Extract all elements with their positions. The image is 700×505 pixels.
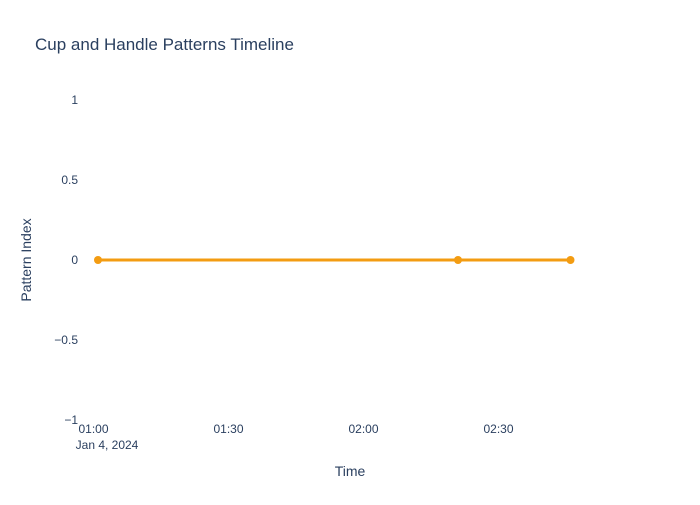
y-tick-label: −0.5 bbox=[54, 333, 78, 347]
x-tick-label: 02:30 bbox=[483, 422, 513, 436]
y-tick-label: 0.5 bbox=[61, 173, 78, 187]
y-axis-label: Pattern Index bbox=[18, 218, 34, 301]
data-point bbox=[454, 256, 462, 264]
y-tick-label: 1 bbox=[71, 93, 78, 107]
x-tick-label: 01:30 bbox=[213, 422, 243, 436]
series-group bbox=[94, 256, 575, 264]
x-axis-date-label: Jan 4, 2024 bbox=[76, 438, 139, 452]
data-point bbox=[566, 256, 575, 264]
x-axis-ticks: 01:00 01:30 02:00 02:30 bbox=[78, 422, 513, 436]
y-axis-ticks: 1 0.5 0 −0.5 −1 bbox=[54, 93, 78, 427]
x-axis-label: Time bbox=[335, 463, 366, 479]
x-tick-label: 02:00 bbox=[348, 422, 378, 436]
x-tick-label: 01:00 bbox=[78, 422, 108, 436]
data-point bbox=[94, 256, 102, 264]
y-tick-label: 0 bbox=[71, 253, 78, 267]
y-tick-label: −1 bbox=[64, 413, 78, 427]
chart-title: Cup and Handle Patterns Timeline bbox=[35, 35, 294, 54]
